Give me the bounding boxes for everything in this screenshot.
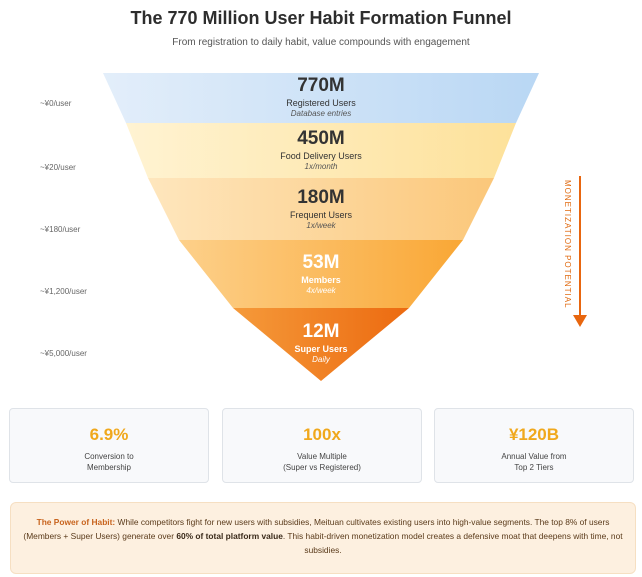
tier-3-frequency: 1x/week xyxy=(306,221,336,230)
note-highlight: 60% of total platform value xyxy=(176,531,283,541)
stat-card-conversion: 6.9% Conversion to Membership xyxy=(9,408,209,483)
stat-label: Conversion to Membership xyxy=(10,451,208,473)
monetization-arrow-shaft xyxy=(579,176,581,316)
note-text-part-1: While competitors fight for new users wi… xyxy=(23,517,610,541)
funnel-tier-5 xyxy=(233,308,409,381)
tier-2-text: 450M Food Delivery Users 1x/month xyxy=(221,128,421,171)
tier-5-text: 12M Super Users Daily xyxy=(221,321,421,364)
tier-3-value: 180M xyxy=(297,187,345,208)
stat-label-line-2: Membership xyxy=(86,463,131,472)
funnel-diagram xyxy=(103,73,539,381)
funnel-tier-2 xyxy=(126,123,516,178)
stat-card-value-multiple: 100x Value Multiple (Super vs Registered… xyxy=(222,408,422,483)
page-title: The 770 Million User Habit Formation Fun… xyxy=(130,8,512,28)
tier-1-name: Registered Users xyxy=(286,98,356,108)
note-lead: The Power of Habit: xyxy=(36,517,116,527)
stat-label-line-1: Conversion to xyxy=(84,452,134,461)
tier-4-frequency: 4x/week xyxy=(306,286,336,295)
tier-2-frequency: 1x/month xyxy=(304,162,338,171)
tier-4-text: 53M Members 4x/week xyxy=(221,252,421,295)
tier-5-value: 12M xyxy=(302,321,340,342)
page-subtitle: From registration to daily habit, value … xyxy=(172,37,470,48)
tier-4-value: 53M xyxy=(302,252,340,273)
stat-label: Value Multiple (Super vs Registered) xyxy=(223,451,421,473)
tier-2-per-user-value: ~¥20/user xyxy=(40,163,76,172)
arrow-down-icon xyxy=(573,315,587,327)
tier-4-name: Members xyxy=(301,275,341,285)
stat-label-line-1: Annual Value from xyxy=(501,452,567,461)
tier-1-value: 770M xyxy=(297,75,345,96)
stat-card-annual-value: ¥120B Annual Value from Top 2 Tiers xyxy=(434,408,634,483)
tier-1-per-user-value: ~¥0/user xyxy=(40,99,72,108)
tier-3-name: Frequent Users xyxy=(289,210,353,220)
tier-1-frequency: Database entries xyxy=(290,109,352,118)
tier-3-per-user-value: ~¥180/user xyxy=(40,225,81,234)
tier-2-value: 450M xyxy=(297,128,345,149)
tier-3-text: 180M Frequent Users 1x/week xyxy=(221,187,421,230)
stat-label-line-1: Value Multiple xyxy=(297,452,347,461)
funnel-tier-4 xyxy=(179,240,463,308)
stat-value: 6.9% xyxy=(89,425,129,444)
stat-label-line-2: Top 2 Tiers xyxy=(514,463,554,472)
tier-4-per-user-value: ~¥1,200/user xyxy=(40,287,87,296)
tier-1-text: 770M Registered Users Database entries xyxy=(221,75,421,118)
tier-5-frequency: Daily xyxy=(312,355,330,364)
funnel-tier-3 xyxy=(148,178,494,240)
tier-2-name: Food Delivery Users xyxy=(280,151,362,161)
monetization-potential-label: MONETIZATION POTENTIAL xyxy=(563,180,572,309)
stat-value: 100x xyxy=(303,425,341,444)
tier-5-name: Super Users xyxy=(294,344,348,354)
funnel-tier-1 xyxy=(103,73,539,123)
stat-value: ¥120B xyxy=(508,425,560,444)
stat-label-line-2: (Super vs Registered) xyxy=(283,463,361,472)
tier-5-per-user-value: ~¥5,000/user xyxy=(40,349,87,358)
stat-label: Annual Value from Top 2 Tiers xyxy=(435,451,633,473)
note-text-part-2: . This habit-driven monetization model c… xyxy=(282,531,623,555)
habit-insight-note: The Power of Habit: While competitors fi… xyxy=(10,502,636,574)
